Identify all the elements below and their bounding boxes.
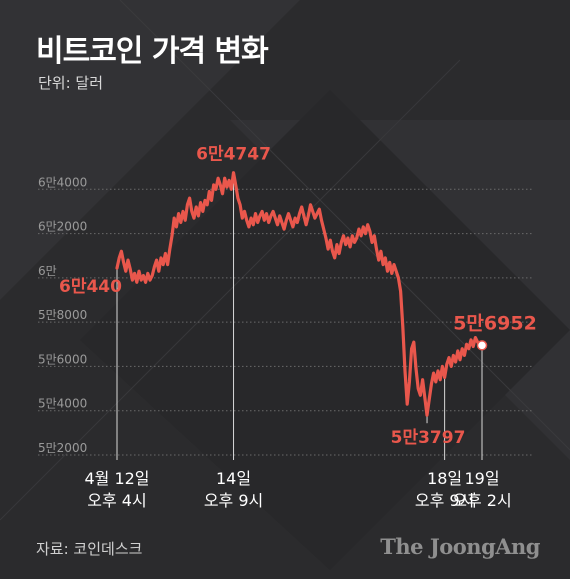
x-tick-sublabel: 오후 9시 xyxy=(204,491,263,510)
y-tick-label: 6만2000 xyxy=(38,220,87,234)
y-tick-label: 5만8000 xyxy=(38,308,87,322)
data-label: 6만440 xyxy=(59,277,122,297)
y-tick-label: 5만2000 xyxy=(38,441,87,455)
y-tick-label: 5만6000 xyxy=(38,352,87,366)
x-tick-sublabel: 오후 9시 xyxy=(415,491,474,510)
y-tick-label: 6만4000 xyxy=(38,175,87,189)
y-axis-ticks: 5만2000 5만4000 5만6000 5만8000 6만 6만2000 6만4000 xyxy=(38,175,87,455)
price-line-layer xyxy=(115,171,484,417)
x-tick-sublabel: 오후 2시 xyxy=(452,491,511,510)
brand-logo: The JoongAng xyxy=(380,534,540,559)
x-tick-sublabel: 오후 4시 xyxy=(87,491,146,510)
x-tick-label: 4월 12일 xyxy=(84,469,149,488)
unit-label: 단위: 달러 xyxy=(38,74,104,92)
page-title: 비트코인 가격 변화 xyxy=(36,34,269,69)
annotation-markers: 6만440 6만4747 5만3797 5만6952 xyxy=(59,145,537,448)
y-tick-label: 5만4000 xyxy=(38,397,87,411)
source-label: 자료: 코인데스크 xyxy=(36,540,143,558)
x-tick-label: 18일 xyxy=(427,469,462,488)
y-tick-label: 6만 xyxy=(38,264,57,278)
data-label: 6만4747 xyxy=(196,145,271,165)
data-label: 5만6952 xyxy=(453,312,537,334)
x-tick-label: 14일 xyxy=(216,469,251,488)
end-point-marker xyxy=(476,340,488,351)
x-tick-label: 19일 xyxy=(464,469,499,488)
price-line xyxy=(115,171,484,417)
data-label: 5만3797 xyxy=(391,428,466,448)
